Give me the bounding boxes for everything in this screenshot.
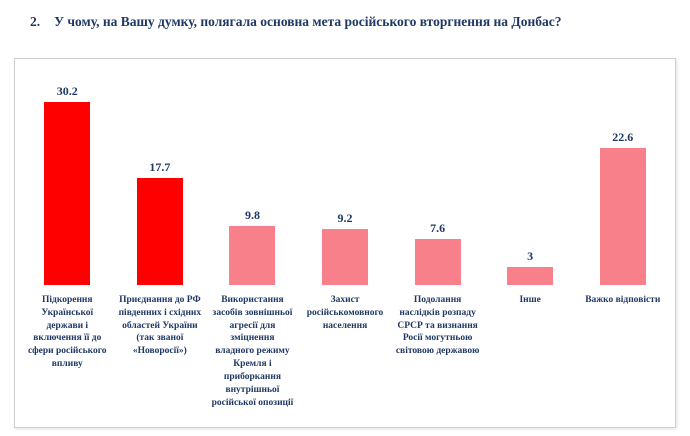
bar-category-label: Використання засобів зовнішньої агресії … [211, 295, 294, 408]
bar-rect [414, 239, 461, 285]
bar-chart: 30.2 Підкорення Української держави і вкл… [21, 73, 669, 421]
bar-value-label: 30.2 [56, 84, 78, 98]
bar-value-label: 3 [527, 249, 534, 263]
bar-area: 9.2 [303, 73, 388, 285]
chart-panel: 30.2 Підкорення Української держави і вкл… [14, 58, 676, 428]
bar-category-label: Важко відповісти [585, 295, 661, 305]
bar-value-label: 22.6 [612, 130, 634, 144]
bar-value-label: 9.8 [244, 208, 260, 222]
bar-column: 7.6 Подолання наслідків розпаду СРСР та в… [391, 73, 484, 421]
bar-column: 3 Інше [484, 73, 577, 421]
bar-column: 22.6 Важко відповісти [576, 73, 669, 421]
bar-value-label: 7.6 [430, 221, 446, 235]
bar-category-label: Подолання наслідків розпаду СРСР та визн… [395, 295, 480, 357]
bar-area: 7.6 [395, 73, 480, 285]
bar-value-label: 9.2 [337, 211, 353, 225]
bar-area: 9.8 [210, 73, 295, 285]
bar-column: 9.8 Використання засобів зовнішньої агрес… [206, 73, 299, 421]
bar-category-label: Приєднання до РФ південних і східних обл… [118, 295, 202, 357]
bar-rect [599, 148, 646, 285]
bar-column: 30.2 Підкорення Української держави і вкл… [21, 73, 114, 421]
chart-question-title: 2. У чому, на Вашу думку, полягала основ… [0, 0, 690, 31]
bar-rect [322, 229, 369, 285]
bar-category-label: Інше [519, 295, 541, 305]
bar-rect [44, 102, 91, 285]
bar-area: 17.7 [118, 73, 203, 285]
bar-column: 9.2 Захист російськомовного населення [299, 73, 392, 421]
bar-category-label: Підкорення Української держави і включен… [28, 295, 107, 370]
bar-value-label: 17.7 [149, 160, 171, 174]
bar-rect [229, 226, 276, 285]
bar-column: 17.7 Приєднання до РФ південних і східних… [114, 73, 207, 421]
bar-area: 30.2 [25, 73, 110, 285]
bar-rect [507, 267, 554, 285]
bar-category-label: Захист російськомовного населення [306, 295, 384, 331]
bar-rect [136, 178, 183, 285]
bar-area: 3 [488, 73, 573, 285]
question-text: У чому, на Вашу думку, полягала основна … [54, 14, 562, 29]
question-number: 2. [30, 14, 41, 29]
bar-area: 22.6 [580, 73, 665, 285]
